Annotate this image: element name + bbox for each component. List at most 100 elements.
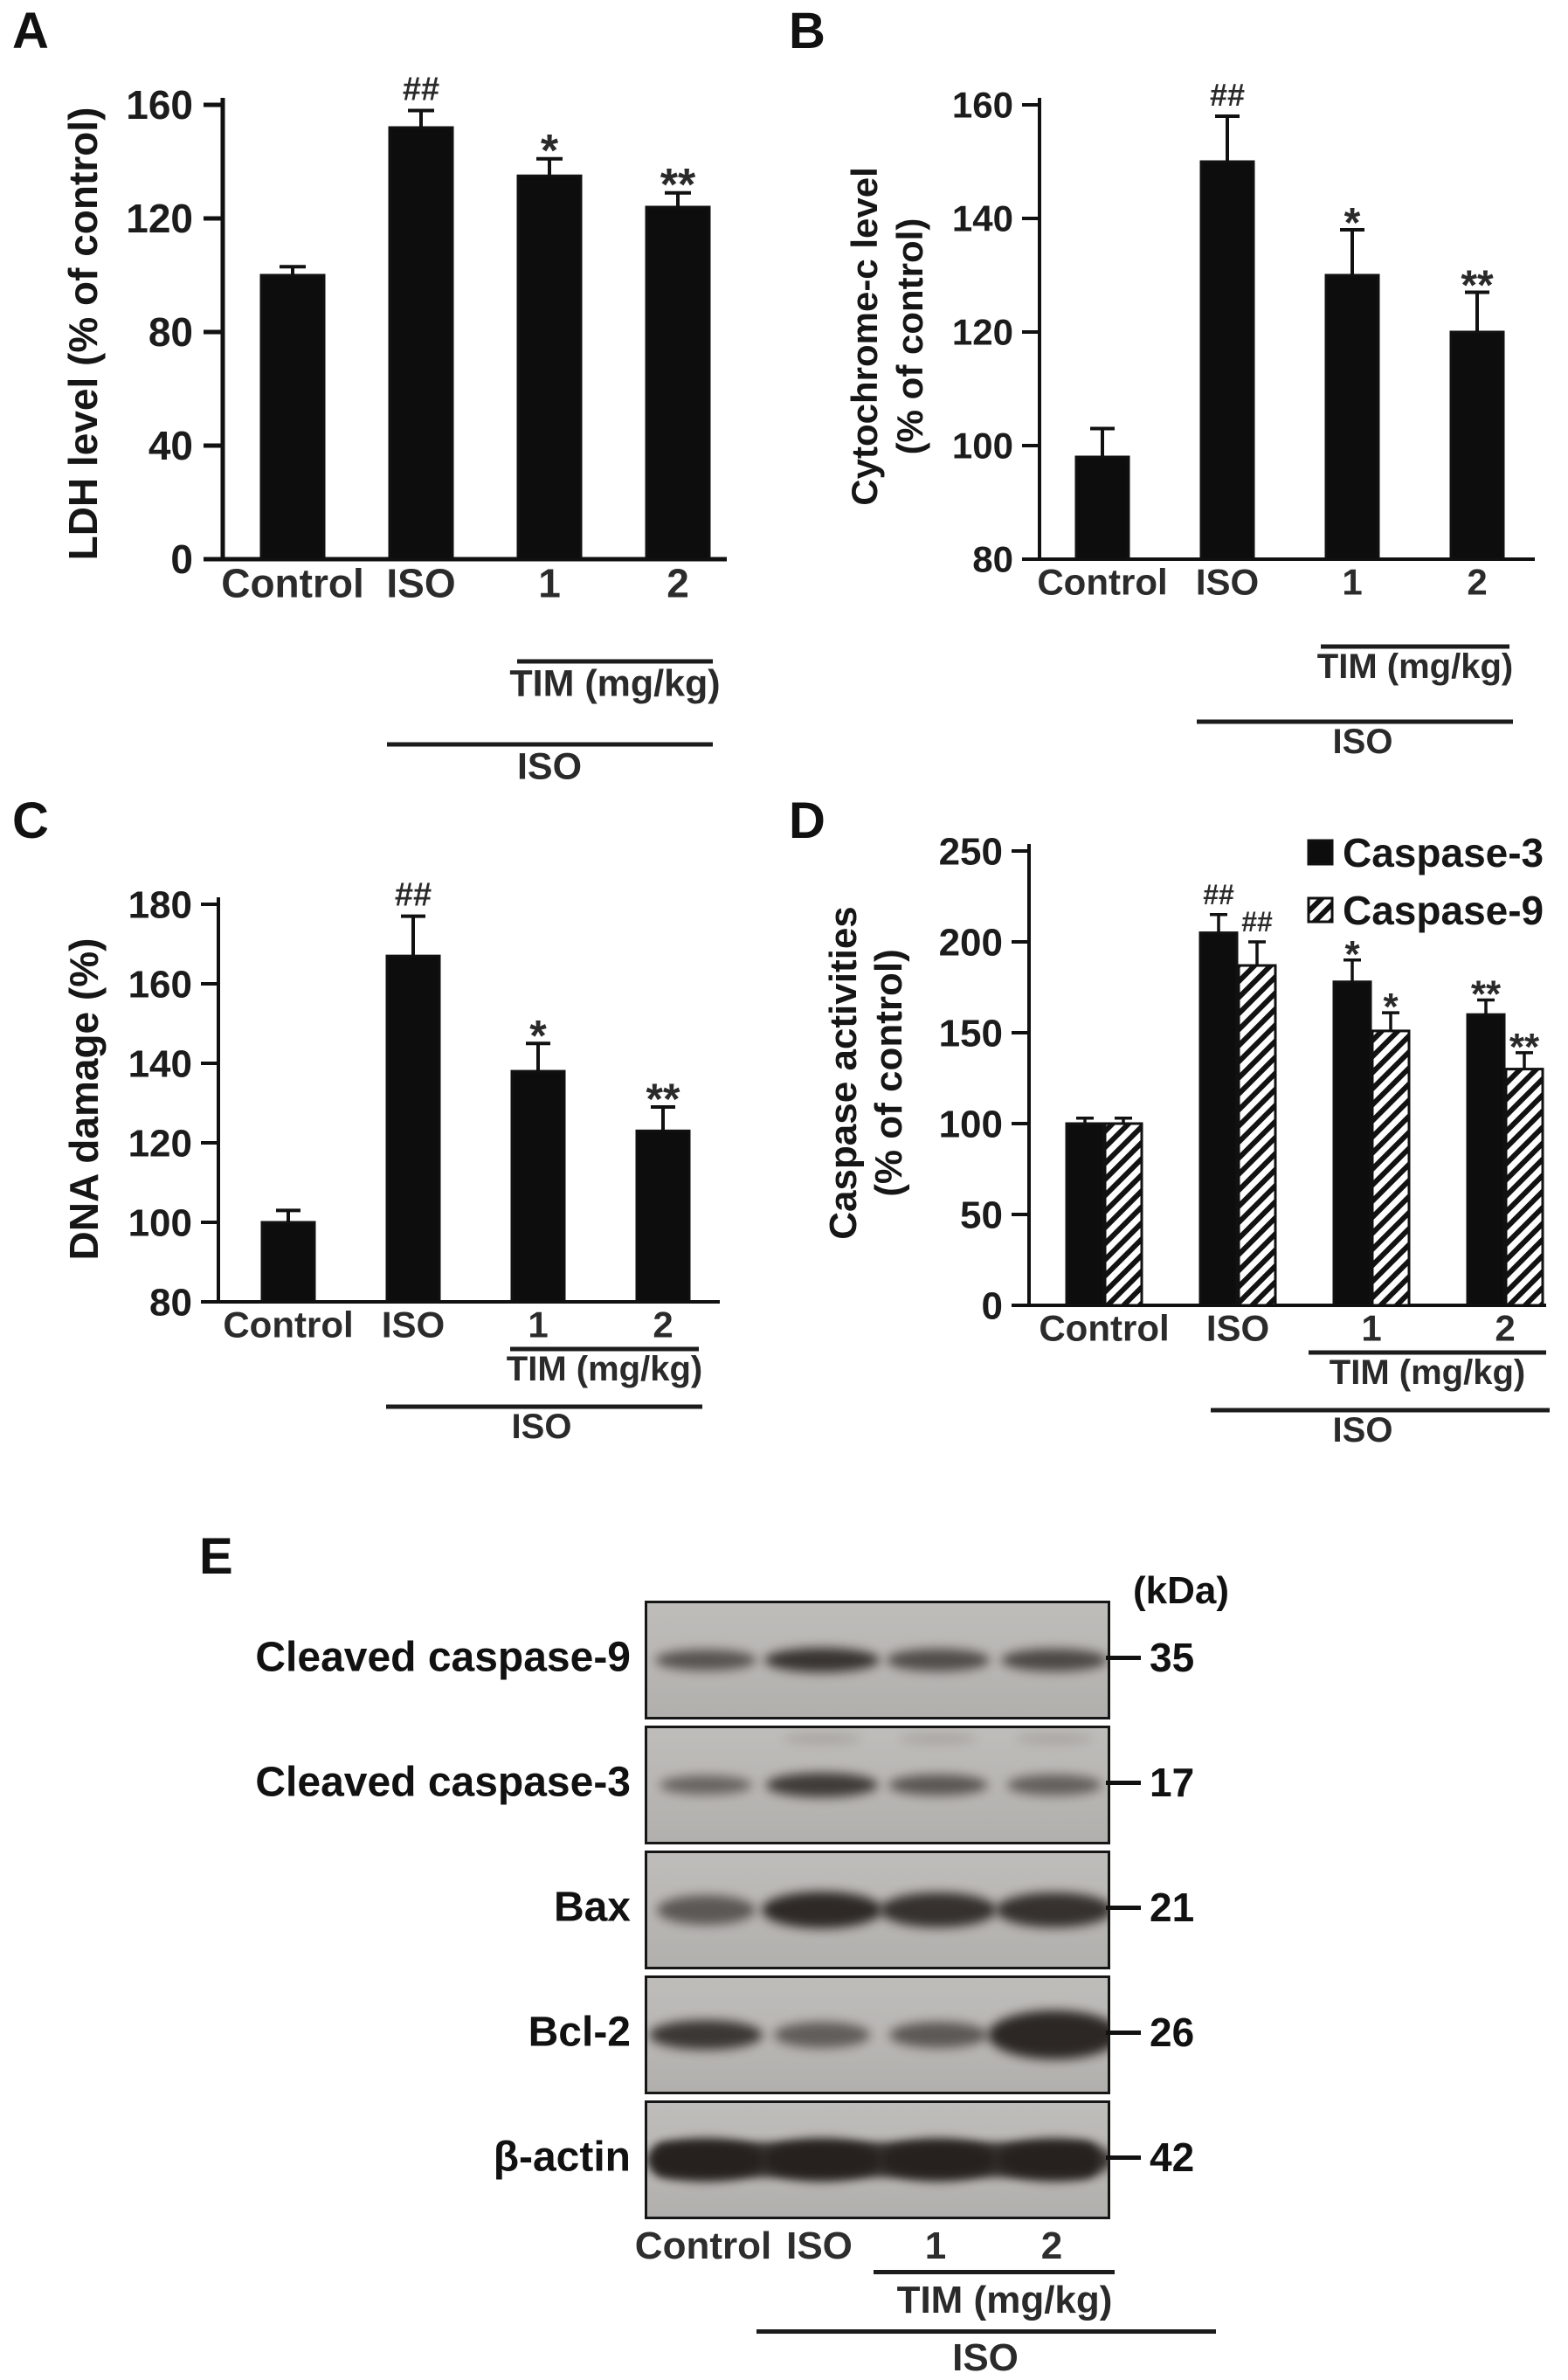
x-category-label-ISO: ISO [382, 1304, 445, 1345]
y-tick-label: 180 [128, 883, 192, 926]
blot-band-β-actin-lane3 [879, 2139, 998, 2181]
bar-LDH level-2 [645, 205, 711, 561]
y-tick-label: 50 [960, 1193, 1003, 1236]
y-tick-label: 160 [126, 82, 193, 128]
bar-Cytochrome-c level-1 [1324, 273, 1380, 561]
bar-Cytochrome-c level-2 [1449, 330, 1505, 561]
kda-tick-mark [1106, 1656, 1141, 1660]
lane-label-Control: Control [634, 2224, 772, 2267]
bar-Cytochrome-c level-Control [1074, 455, 1130, 561]
legend-label-Caspase-9: Caspase-9 [1343, 888, 1544, 933]
x-category-label-2: 2 [1467, 561, 1487, 602]
blot-box-Cleaved caspase-3 [645, 1726, 1110, 1844]
kda-value-35: 35 [1150, 1635, 1195, 1680]
blot-band-Bcl-2-lane2 [773, 2022, 871, 2048]
bar-Caspase-3-ISO [1198, 931, 1239, 1307]
blot-band-Cleaved caspase-3-lane1 [659, 1775, 753, 1795]
y-tick-label: 120 [952, 312, 1013, 353]
kda-tick-mark [1106, 2031, 1141, 2035]
bar-LDH level-ISO [388, 126, 454, 561]
blot-band-Cleaved caspase-3-lane3 [888, 1774, 989, 1796]
bar-Caspase-3-2 [1466, 1013, 1506, 1307]
kda-value-42: 42 [1150, 2134, 1195, 2180]
blot-band-Cleaved caspase-9-lane4 [1001, 1649, 1108, 1671]
y-tick-label: 160 [128, 963, 192, 1006]
kda-header-label: (kDa) [1132, 1569, 1230, 1612]
x-category-label-Control: Control [1037, 561, 1167, 602]
blot-tim-group-label: TIM (mg/kg) [896, 2279, 1113, 2321]
blot-band-Cleaved caspase-3-lane4 [1006, 1775, 1102, 1795]
x-category-label-2: 2 [667, 561, 689, 606]
x-category-label-Control: Control [221, 561, 364, 606]
blot-band-Bax-lane2 [762, 1892, 882, 1928]
y-axis-title: Cytochrome-c level (% of control) [844, 167, 930, 505]
x-category-label-1: 1 [1342, 561, 1362, 602]
y-tick-label: 120 [126, 196, 193, 241]
bar-Caspase-3-1 [1332, 980, 1372, 1307]
y-tick-label: 100 [939, 1103, 1003, 1145]
y-tick-label: 0 [170, 536, 193, 582]
blot-iso-group-line [756, 2329, 1216, 2334]
significance-label: * [529, 1011, 547, 1060]
panel-e-letter: E [199, 1528, 233, 1585]
blot-band-β-actin-lane1 [647, 2138, 765, 2182]
bar-DNA damage-1 [510, 1069, 566, 1304]
x-category-label-Control: Control [223, 1304, 353, 1345]
legend-swatch-Caspase-3 [1307, 839, 1334, 866]
y-tick-label: 40 [149, 423, 193, 468]
bar-Caspase-9-1 [1371, 1029, 1411, 1307]
x-category-label-1: 1 [538, 561, 561, 606]
significance-label: * [1344, 200, 1361, 246]
x-category-label-1: 1 [1361, 1307, 1381, 1348]
iso-group-label: ISO [517, 745, 582, 787]
legend-label-Caspase-3: Caspase-3 [1343, 830, 1544, 875]
blot-band-Cleaved caspase-9-lane2 [764, 1647, 880, 1673]
blot-box-Bcl-2 [645, 1975, 1110, 2094]
bar-DNA damage-Control [260, 1221, 316, 1304]
y-tick-label: 80 [972, 539, 1013, 580]
significance-label: ** [660, 160, 696, 211]
kda-tick-mark [1106, 2155, 1141, 2160]
blot-tim-group-line [874, 2270, 1115, 2274]
bar-DNA damage-ISO [385, 954, 441, 1304]
y-axis-title: DNA damage (%) [61, 938, 107, 1261]
x-category-label-ISO: ISO [386, 561, 455, 606]
significance-label: * [1383, 986, 1399, 1028]
y-tick-label: 80 [149, 1281, 192, 1324]
significance-label: ** [646, 1075, 680, 1124]
panel-a-letter: A [12, 3, 49, 59]
significance-label: ## [1241, 906, 1273, 937]
bar-LDH level-1 [516, 174, 583, 561]
significance-label: * [541, 126, 559, 176]
legend-swatch-Caspase-9 [1307, 896, 1334, 924]
blot-band-Bax-lane1 [656, 1895, 756, 1925]
bar-Caspase-3-Control [1065, 1122, 1105, 1307]
lane-label-1: 1 [924, 2224, 947, 2267]
y-tick-label: 200 [939, 921, 1003, 964]
y-tick-label: 0 [982, 1284, 1003, 1327]
blot-smudge [899, 1733, 977, 1744]
lane-label-2: 2 [1040, 2224, 1063, 2267]
bar-Caspase-9-Control [1103, 1122, 1143, 1307]
kda-tick-mark [1106, 1781, 1141, 1785]
blot-smudge [783, 1733, 861, 1744]
tim-group-label: TIM (mg/kg) [509, 662, 720, 704]
blot-protein-label-Bax: Bax [553, 1884, 631, 1931]
significance-label: ## [1203, 879, 1234, 910]
kda-value-17: 17 [1150, 1760, 1195, 1805]
y-tick-label: 80 [149, 309, 193, 355]
significance-label: ** [1471, 973, 1502, 1016]
significance-label: ## [403, 72, 439, 108]
y-tick-label: 140 [128, 1042, 192, 1085]
blot-band-β-actin-lane4 [995, 2139, 1108, 2181]
kda-tick-mark [1106, 1906, 1141, 1910]
y-tick-label: 100 [952, 425, 1013, 467]
y-tick-label: 160 [952, 85, 1013, 126]
significance-label: * [1344, 933, 1360, 976]
x-category-label-2: 2 [653, 1304, 673, 1345]
tim-group-label: TIM (mg/kg) [1317, 647, 1513, 686]
iso-group-label: ISO [512, 1408, 572, 1446]
